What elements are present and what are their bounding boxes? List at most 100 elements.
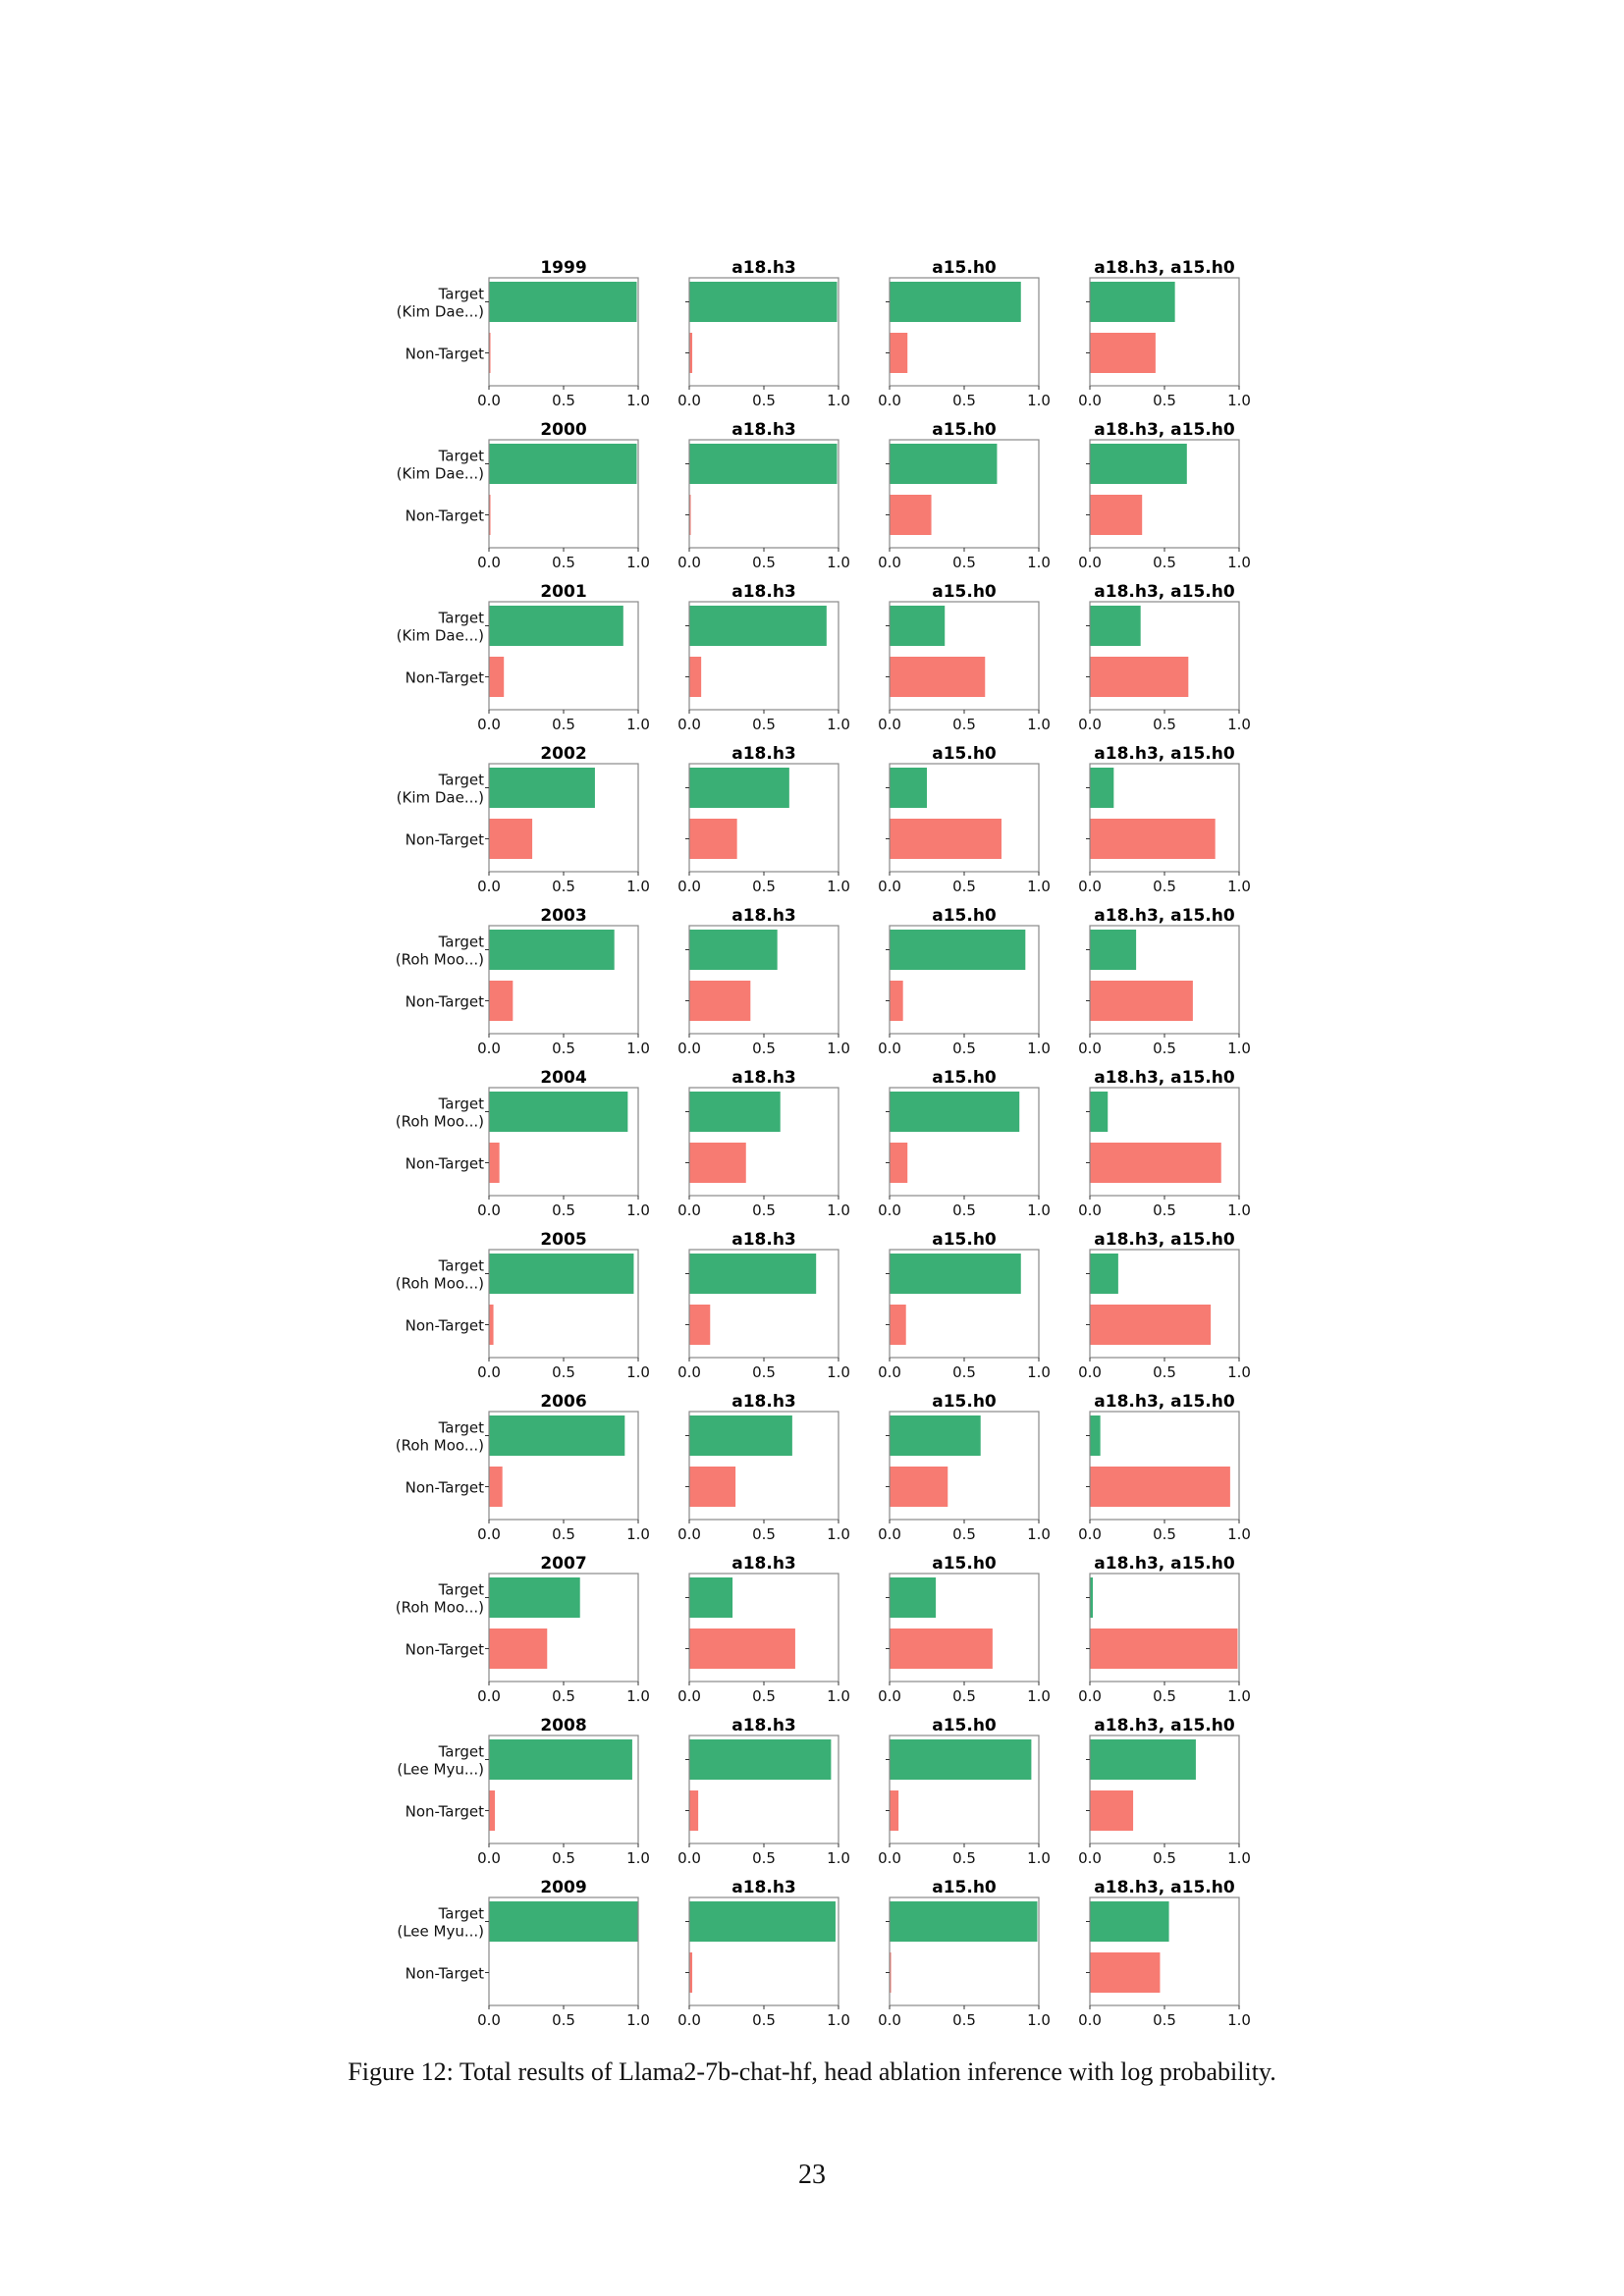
chart-panel: a15.h0 0.0 0.5 1.0 — [878, 1554, 1051, 1705]
chart-panel: a18.h3 0.0 0.5 1.0 — [677, 1068, 850, 1219]
x-tick-label: 0.0 — [477, 1201, 501, 1219]
x-tick-label: 0.5 — [552, 1040, 575, 1057]
panel-title: a15.h0 — [932, 1878, 997, 1897]
panel-title: a18.h3 — [731, 258, 796, 278]
x-tick-label: 1.0 — [827, 2011, 850, 2029]
x-tick-label: 1.0 — [626, 878, 650, 895]
chart-panel: 2002 0.0 0.5 1.0 — [477, 744, 650, 895]
chart-panel: a18.h3 0.0 0.5 1.0 — [677, 1716, 850, 1867]
x-tick-label: 1.0 — [1227, 1687, 1251, 1705]
bar-non-target — [890, 1467, 948, 1507]
x-tick-label: 1.0 — [1027, 554, 1051, 571]
bar-target — [489, 606, 623, 646]
x-tick-label: 0.5 — [1153, 1687, 1176, 1705]
bar-non-target — [689, 819, 737, 859]
panel-title: 2006 — [540, 1392, 586, 1412]
y-label-target: Target — [438, 1095, 485, 1113]
panel-title: a15.h0 — [932, 1716, 997, 1735]
x-tick-label: 1.0 — [827, 1525, 850, 1543]
chart-panel: a18.h3, a15.h0 0.0 0.5 1.0 — [1078, 1554, 1251, 1705]
panel-title: a15.h0 — [932, 744, 997, 764]
bar-target — [689, 1092, 781, 1132]
panel-title: a15.h0 — [932, 1230, 997, 1250]
panel-title: a18.h3, a15.h0 — [1094, 420, 1235, 440]
panel-title: a18.h3, a15.h0 — [1094, 1554, 1235, 1574]
x-tick-label: 0.5 — [952, 878, 976, 895]
x-tick-label: 0.5 — [1153, 1849, 1176, 1867]
x-tick-label: 0.0 — [677, 1040, 701, 1057]
x-tick-label: 0.5 — [1153, 1363, 1176, 1381]
y-label-non-target: Non-Target — [406, 507, 484, 525]
x-tick-label: 0.0 — [1078, 1687, 1102, 1705]
bar-target — [689, 1254, 817, 1294]
x-tick-label: 1.0 — [1027, 1201, 1051, 1219]
x-tick-label: 0.0 — [1078, 1849, 1102, 1867]
bar-target — [890, 444, 998, 484]
chart-panel: a18.h3 0.0 0.5 1.0 — [677, 1554, 850, 1705]
bar-target — [1090, 1739, 1196, 1780]
bar-non-target — [689, 1629, 795, 1669]
bar-target — [890, 1577, 937, 1618]
x-tick-label: 0.0 — [1078, 554, 1102, 571]
x-tick-label: 0.0 — [878, 1687, 901, 1705]
bar-target — [689, 1415, 792, 1456]
panel-title: a15.h0 — [932, 906, 997, 926]
x-tick-label: 0.5 — [752, 2011, 776, 2029]
x-tick-label: 0.0 — [477, 1363, 501, 1381]
chart-panel: a18.h3, a15.h0 0.0 0.5 1.0 — [1078, 582, 1251, 733]
bar-non-target — [1090, 1305, 1212, 1345]
x-tick-label: 0.5 — [752, 716, 776, 733]
bar-target — [689, 444, 838, 484]
y-label-target: Target — [438, 1581, 485, 1599]
x-tick-label: 0.0 — [878, 2011, 901, 2029]
x-tick-label: 1.0 — [626, 1363, 650, 1381]
page-number: 23 — [798, 2160, 826, 2190]
x-tick-label: 1.0 — [626, 1849, 650, 1867]
x-tick-label: 0.0 — [477, 1849, 501, 1867]
chart-panel: 2005 0.0 0.5 1.0 — [477, 1230, 650, 1381]
x-tick-label: 1.0 — [1227, 716, 1251, 733]
panel-title: a18.h3 — [731, 906, 796, 926]
panel-title: a18.h3 — [731, 582, 796, 602]
y-label-target-name: (Kim Dae...) — [397, 627, 484, 645]
y-label-target: Target — [438, 1419, 485, 1437]
x-tick-label: 1.0 — [1227, 1201, 1251, 1219]
panel-title: a18.h3 — [731, 744, 796, 764]
x-tick-label: 0.5 — [552, 2011, 575, 2029]
x-tick-label: 0.0 — [1078, 392, 1102, 409]
bar-target — [489, 768, 595, 808]
bar-non-target — [489, 1467, 503, 1507]
x-tick-label: 1.0 — [1027, 1687, 1051, 1705]
x-tick-label: 0.5 — [552, 1363, 575, 1381]
bar-target — [689, 930, 778, 970]
bar-non-target — [1090, 333, 1156, 373]
x-tick-label: 0.5 — [752, 1525, 776, 1543]
chart-panel: a18.h3, a15.h0 0.0 0.5 1.0 — [1078, 258, 1251, 409]
bar-non-target — [689, 1305, 711, 1345]
bar-non-target — [890, 657, 986, 697]
x-tick-label: 0.0 — [1078, 2011, 1102, 2029]
x-tick-label: 1.0 — [1027, 1525, 1051, 1543]
chart-panel: a18.h3, a15.h0 0.0 0.5 1.0 — [1078, 906, 1251, 1057]
chart-row: Target(Roh Moo...) Non-Target 2003 0.0 0.5 1.… — [396, 906, 1251, 1057]
bar-target — [489, 282, 637, 322]
x-tick-label: 1.0 — [1027, 1040, 1051, 1057]
x-tick-label: 0.0 — [677, 716, 701, 733]
bar-non-target — [1090, 1790, 1134, 1831]
y-label-non-target: Non-Target — [406, 831, 484, 849]
panel-title: a15.h0 — [932, 1392, 997, 1412]
x-tick-label: 0.5 — [552, 554, 575, 571]
y-label-non-target: Non-Target — [406, 1317, 484, 1335]
y-label-target: Target — [438, 448, 485, 465]
panel-title: a18.h3 — [731, 420, 796, 440]
x-tick-label: 0.0 — [878, 392, 901, 409]
panel-title: a18.h3 — [731, 1230, 796, 1250]
bar-non-target — [1090, 1629, 1238, 1669]
bar-target — [1090, 444, 1187, 484]
x-tick-label: 0.0 — [878, 1201, 901, 1219]
chart-row: Target(Roh Moo...) Non-Target 2007 0.0 0.5 1.… — [396, 1554, 1251, 1705]
x-tick-label: 1.0 — [1027, 1363, 1051, 1381]
bar-non-target — [489, 1143, 500, 1183]
chart-panel: 2008 0.0 0.5 1.0 — [477, 1716, 650, 1867]
x-tick-label: 1.0 — [626, 1525, 650, 1543]
